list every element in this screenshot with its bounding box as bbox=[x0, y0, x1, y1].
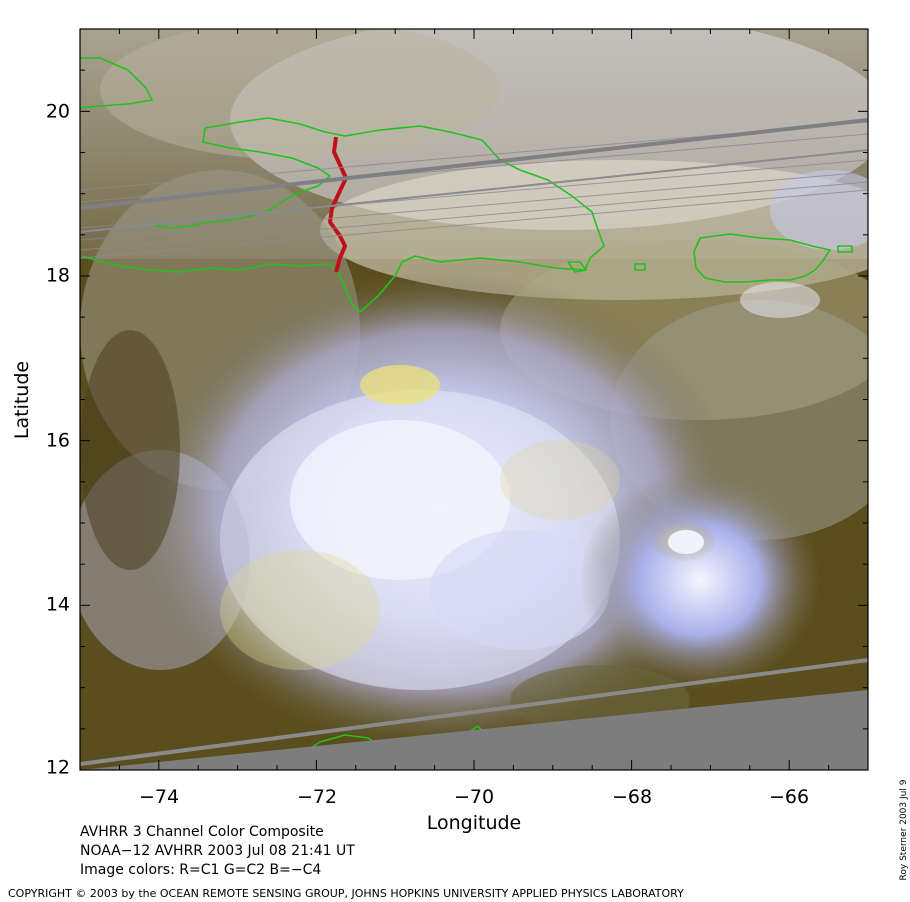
no-data-region bbox=[80, 690, 868, 770]
author-signature: Roy Sterner 2003 Jul 9 bbox=[899, 779, 909, 881]
border-line bbox=[328, 136, 348, 273]
y-axis-label: Latitude bbox=[11, 360, 33, 440]
axis-ticks bbox=[79, 28, 869, 771]
scan-gap-line bbox=[80, 149, 868, 233]
x-tick-label: −66 bbox=[768, 786, 810, 808]
caption-satellite-time: NOAA−12 AVHRR 2003 Jul 08 21:41 UT bbox=[80, 843, 355, 859]
scan-gap-line bbox=[80, 658, 868, 766]
scan-gap-line bbox=[80, 118, 868, 210]
coastline bbox=[80, 57, 853, 770]
y-tick-label: 12 bbox=[45, 756, 70, 779]
x-tick-label: −72 bbox=[296, 786, 338, 808]
x-axis-label: Longitude bbox=[426, 812, 522, 834]
y-tick-label: 14 bbox=[45, 593, 70, 616]
y-tick-label: 16 bbox=[45, 429, 70, 452]
caption-image-colors: Image colors: R=C1 G=C2 B=−C4 bbox=[80, 862, 322, 878]
y-tick-label: 20 bbox=[45, 100, 70, 123]
x-tick-label: −70 bbox=[453, 786, 495, 808]
satellite-image bbox=[80, 29, 868, 770]
y-tick-label: 18 bbox=[45, 264, 70, 287]
caption-title: AVHRR 3 Channel Color Composite bbox=[80, 824, 324, 840]
x-tick-label: −74 bbox=[138, 786, 180, 808]
x-tick-label: −68 bbox=[611, 786, 653, 808]
copyright-notice: COPYRIGHT © 2003 by the OCEAN REMOTE SEN… bbox=[8, 887, 684, 900]
